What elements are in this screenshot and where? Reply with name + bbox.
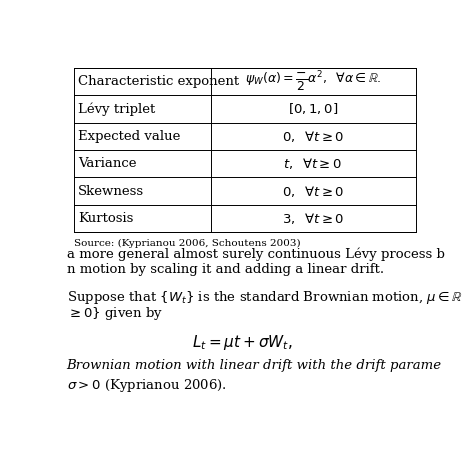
Text: n motion by scaling it and adding a linear drift.: n motion by scaling it and adding a line… xyxy=(66,263,384,276)
Text: a more general almost surely continuous Lévy process b: a more general almost surely continuous … xyxy=(66,248,445,261)
Text: Skewness: Skewness xyxy=(78,184,145,198)
Text: Suppose that $\{W_t\}$ is the standard Brownian motion, $\mu \in \mathbb{R}$: Suppose that $\{W_t\}$ is the standard B… xyxy=(66,290,463,306)
Text: $\sigma > 0$ (Kyprianou 2006).: $\sigma > 0$ (Kyprianou 2006). xyxy=(66,377,227,394)
Text: $0,\;\;\forall t \geq 0$: $0,\;\;\forall t \geq 0$ xyxy=(282,183,344,199)
Text: $\geq 0\}$ given by: $\geq 0\}$ given by xyxy=(66,305,163,322)
Text: Variance: Variance xyxy=(78,157,137,170)
Text: $3,\;\;\forall t \geq 0$: $3,\;\;\forall t \geq 0$ xyxy=(282,211,344,226)
Text: Brownian motion with linear drift with the drift parame: Brownian motion with linear drift with t… xyxy=(66,359,442,373)
Text: Source: (Kyprianou 2006, Schoutens 2003): Source: (Kyprianou 2006, Schoutens 2003) xyxy=(74,238,301,248)
Text: $L_t = \mu t + \sigma W_t,$: $L_t = \mu t + \sigma W_t,$ xyxy=(192,333,293,352)
Text: $t,\;\;\forall t \geq 0$: $t,\;\;\forall t \geq 0$ xyxy=(283,156,343,171)
Text: Characteristic exponent: Characteristic exponent xyxy=(78,75,239,88)
Text: Lévy triplet: Lévy triplet xyxy=(78,102,155,116)
Text: Kurtosis: Kurtosis xyxy=(78,212,134,225)
Text: $\psi_W(\alpha) = \dfrac{-}{2}\alpha^2,\;\;\forall\alpha \in \mathbb{R}.$: $\psi_W(\alpha) = \dfrac{-}{2}\alpha^2,\… xyxy=(245,70,381,93)
Text: Expected value: Expected value xyxy=(78,130,181,143)
Text: $0,\;\;\forall t \geq 0$: $0,\;\;\forall t \geq 0$ xyxy=(282,129,344,144)
Text: $[0,1,0]$: $[0,1,0]$ xyxy=(288,101,338,117)
